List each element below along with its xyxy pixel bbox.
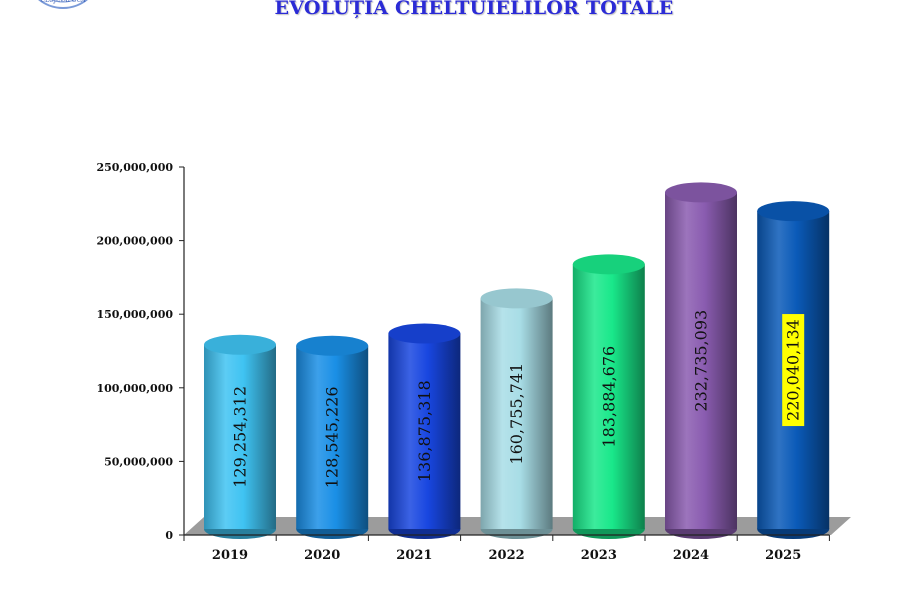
y-tick-label: 200,000,000 <box>96 235 173 248</box>
bar-2021: 136,875,318 <box>388 323 461 539</box>
x-tick-label: 2021 <box>396 548 432 563</box>
data-label: 232,735,093 <box>692 310 711 412</box>
svg-text:CLUJ-NAPOCA: CLUJ-NAPOCA <box>40 0 86 4</box>
x-tick-label: 2020 <box>304 548 340 563</box>
bar-2022: 160,755,741 <box>480 288 553 539</box>
bar-series: 129,254,312 128,545,226 136,875,318 160,755… <box>204 182 830 539</box>
x-tick-label: 2022 <box>489 548 525 563</box>
bar-top <box>572 254 645 275</box>
y-tick-label: 0 <box>165 529 173 542</box>
bar-top <box>480 288 553 309</box>
bar-2019: 129,254,312 <box>204 334 276 539</box>
bar-top <box>296 335 369 356</box>
data-label-highlight <box>782 314 805 427</box>
bar-2025: 220,040,134 <box>757 201 830 539</box>
bar-2020: 128,545,226 <box>296 335 369 539</box>
data-label: 220,040,134 <box>784 319 803 421</box>
bar-body <box>665 192 737 529</box>
data-label: 128,545,226 <box>323 386 342 488</box>
y-tick-label: 150,000,000 <box>96 308 173 321</box>
bar-top <box>665 182 737 203</box>
x-tick-label: 2024 <box>673 548 709 563</box>
x-tick-label: 2023 <box>581 548 617 563</box>
bar-top <box>388 323 461 344</box>
bar-body <box>296 345 369 529</box>
data-label: 129,254,312 <box>231 386 250 488</box>
axes <box>179 166 830 541</box>
y-tick-label: 250,000,000 <box>96 161 173 174</box>
data-label: 160,755,741 <box>507 363 526 465</box>
bar-body <box>388 333 461 529</box>
chart-title: EVOLUȚIA CHELTUIELILOR TOTALE <box>274 0 674 19</box>
y-axis-tick-labels: 0 50,000,000 100,000,000 150,000,000 200,000… <box>96 161 173 542</box>
x-axis-tick-labels: 2019 2020 2021 2022 2023 2024 2025 <box>212 548 801 563</box>
bar-top <box>757 201 830 222</box>
bar-2024: 232,735,093 <box>665 182 737 539</box>
bar-top <box>204 334 276 355</box>
data-label: 136,875,318 <box>415 380 434 482</box>
y-tick-label: 50,000,000 <box>104 455 173 468</box>
bar-body <box>480 298 553 529</box>
data-label: 183,884,676 <box>599 346 618 448</box>
bar-body <box>572 264 645 529</box>
bar-2023: 183,884,676 <box>572 254 645 539</box>
bar-body <box>204 344 276 529</box>
x-tick-label: 2025 <box>765 548 801 563</box>
logo-seal: CLUJ-NAPOCA <box>22 0 104 12</box>
y-tick-label: 100,000,000 <box>96 382 173 395</box>
x-tick-label: 2019 <box>212 548 248 563</box>
